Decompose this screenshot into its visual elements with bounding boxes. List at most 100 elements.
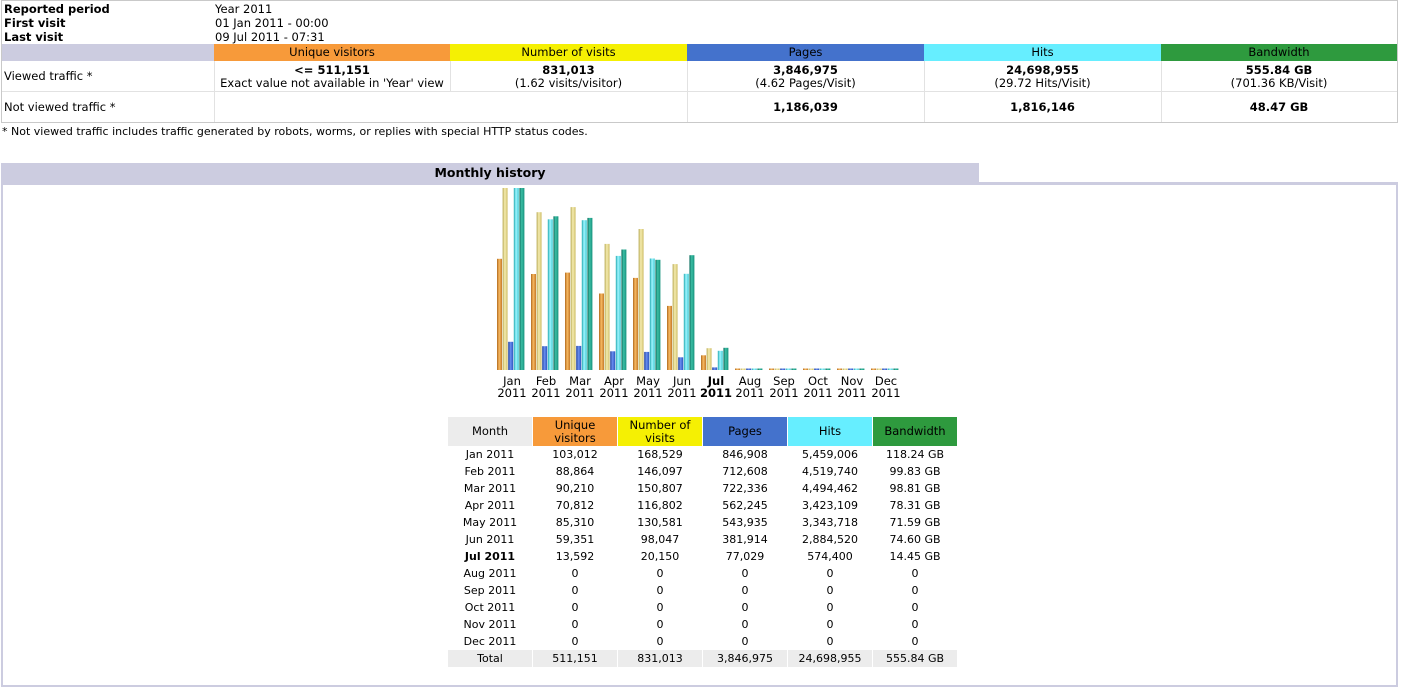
chart-month-label: Dec 2011 [869, 375, 903, 399]
table-cell-month: Mar 2011 [463, 482, 517, 495]
chart-month-label: Apr 2011 [597, 375, 631, 399]
chart-month-year: 2011 [699, 386, 732, 400]
monthly-history-title: Monthly history [1, 163, 979, 182]
table-cell-value: 71.59 GB [872, 514, 957, 531]
bar-bandwidth-may [655, 259, 661, 370]
summary-header-bg [2, 1, 1397, 44]
bar-hits-jan [513, 188, 519, 370]
bar-bandwidth-mar [587, 217, 593, 370]
chart-month-name: Sep [773, 374, 795, 388]
chart-month-year: 2011 [769, 386, 799, 400]
table-row: Sep 2011 0 0 0 0 0 [448, 582, 957, 599]
viewed-bandwidth-ratio: (701.36 KB/Visit) [1230, 76, 1328, 90]
bar-pages-sep [780, 368, 786, 370]
chart-month-label: Mar 2011 [563, 375, 597, 399]
table-cell-value: 5,459,006 [787, 446, 872, 463]
table-cell-value: 78.31 GB [872, 497, 957, 514]
col-bandwidth: Bandwidth [872, 417, 957, 446]
table-cell-value: 74.60 GB [872, 531, 957, 548]
bar-number-of-visits-jun [672, 264, 678, 370]
table-cell-value: 0 [872, 582, 957, 599]
table-row: Jun 2011 59,351 98,047 381,914 2,884,520 74.6… [448, 531, 957, 548]
table-cell-month: Oct 2011 [464, 601, 516, 614]
table-cell-value: 0 [532, 565, 617, 582]
bar-bandwidth-sep [791, 368, 797, 370]
table-cell-value: 2,884,520 [787, 531, 872, 548]
table-cell-value: 98,047 [617, 531, 702, 548]
bar-bandwidth-jul [723, 347, 729, 370]
bar-bandwidth-oct [825, 368, 831, 370]
table-cell-value: 555.84 GB [872, 650, 957, 667]
chart-month-label: Sep 2011 [767, 375, 801, 399]
reported-period-value: Year 2011 [215, 2, 273, 16]
table-cell-value: 0 [787, 599, 872, 616]
table-cell-month: Total [448, 650, 532, 667]
table-cell-value: 511,151 [532, 650, 617, 667]
table-cell-value: 0 [872, 599, 957, 616]
bar-pages-aug [746, 368, 752, 370]
table-total-row: Total 511,151 831,013 3,846,975 24,698,955 55… [448, 650, 957, 667]
table-cell-value: 4,494,462 [787, 480, 872, 497]
bar-hits-jun [683, 273, 689, 370]
table-cell-value: 0 [702, 565, 787, 582]
table-cell-value: 150,807 [617, 480, 702, 497]
viewed-pages: 3,846,975 [773, 63, 838, 77]
bar-bandwidth-dec [893, 368, 899, 370]
table-row: Dec 2011 0 0 0 0 0 [448, 633, 957, 650]
col-month: Month [448, 417, 532, 446]
table-cell-value: 0 [532, 616, 617, 633]
chart-month-year: 2011 [803, 386, 833, 400]
table-cell-value: 0 [787, 582, 872, 599]
not-viewed-traffic-label: Not viewed traffic * [4, 100, 116, 114]
table-cell-value: 85,310 [532, 514, 617, 531]
summary-header-blank [2, 44, 214, 61]
table-row: Oct 2011 0 0 0 0 0 [448, 599, 957, 616]
bar-unique-visitors-jul [701, 355, 706, 370]
bar-hits-nov [853, 368, 859, 370]
table-cell-month: Dec 2011 [463, 635, 517, 648]
table-cell-value: 20,150 [617, 548, 702, 565]
bar-bandwidth-apr [621, 249, 627, 370]
bar-pages-dec [882, 368, 888, 370]
bar-pages-feb [542, 346, 548, 370]
table-cell-value: 77,029 [702, 548, 787, 565]
viewed-bandwidth: 555.84 GB [1245, 63, 1313, 77]
col-hits: Hits [787, 417, 872, 446]
table-cell-value: 59,351 [532, 531, 617, 548]
row-divider [2, 91, 1397, 92]
bar-bandwidth-jun [689, 255, 695, 370]
viewed-unique-visitors-note: Exact value not available in 'Year' view [220, 76, 444, 90]
bar-unique-visitors-aug [735, 368, 740, 370]
bar-pages-mar [576, 345, 582, 370]
table-row: May 2011 85,310 130,581 543,935 3,343,718 71.… [448, 514, 957, 531]
table-cell-month: Apr 2011 [464, 499, 516, 512]
bar-number-of-visits-apr [604, 243, 610, 370]
table-cell-value: 562,245 [702, 497, 787, 514]
table-cell-month: Feb 2011 [464, 465, 516, 478]
table-cell-value: 0 [787, 616, 872, 633]
table-cell-value: 0 [787, 565, 872, 582]
table-cell-value: 543,935 [702, 514, 787, 531]
bar-unique-visitors-sep [769, 368, 774, 370]
bar-hits-dec [887, 368, 893, 370]
chart-month-label: Aug 2011 [733, 375, 767, 399]
table-cell-value: 14.45 GB [872, 548, 957, 565]
chart-month-year: 2011 [565, 386, 595, 400]
table-cell-value: 0 [872, 633, 957, 650]
bar-number-of-visits-aug [740, 368, 746, 370]
chart-month-label: Jan 2011 [495, 375, 529, 399]
table-row: Apr 2011 70,812 116,802 562,245 3,423,109 78.… [448, 497, 957, 514]
table-cell-value: 103,012 [532, 446, 617, 463]
header-unique-visitors: Unique visitors [214, 44, 450, 61]
viewed-unique-visitors: <= 511,151 [294, 63, 370, 77]
bar-bandwidth-aug [757, 368, 763, 370]
table-cell-value: 130,581 [617, 514, 702, 531]
chart-month-year: 2011 [871, 386, 901, 400]
table-cell-month: Jun 2011 [465, 533, 515, 546]
chart-month-name: Jun [673, 374, 691, 388]
monthly-history-panel [1, 182, 1398, 687]
bar-number-of-visits-dec [876, 368, 882, 370]
bar-pages-jan [508, 341, 514, 370]
chart-month-name: Mar [569, 374, 591, 388]
monthly-history-table: Month Unique visitors Number of visits P… [448, 417, 957, 667]
